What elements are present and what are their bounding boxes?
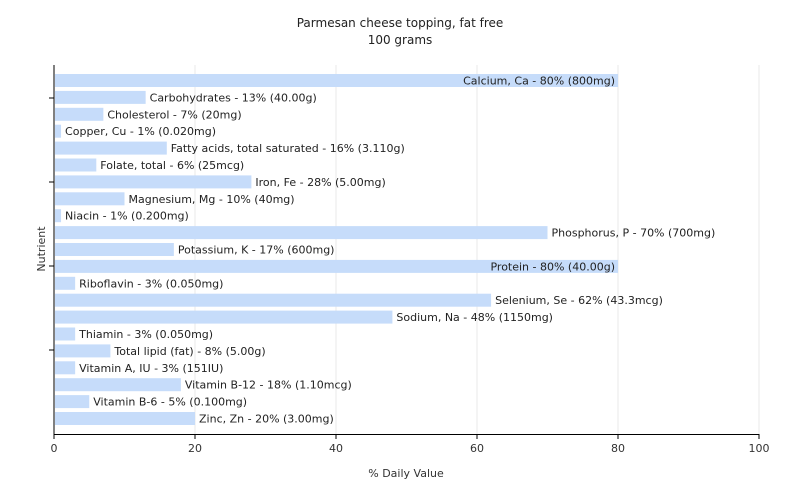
x-tick-label: 20 [188, 442, 202, 455]
chart-subtitle: 100 grams [368, 33, 433, 47]
bar-label: Calcium, Ca - 80% (800mg) [463, 75, 615, 88]
bar-label: Folate, total - 6% (25mcg) [100, 159, 244, 172]
bar [55, 310, 393, 324]
bar-label: Iron, Fe - 28% (5.00mg) [255, 176, 385, 189]
bar [55, 243, 174, 256]
bar [55, 209, 62, 223]
bar [55, 90, 146, 104]
bar [55, 226, 548, 240]
x-tick-label: 100 [749, 442, 770, 455]
bar [55, 361, 76, 375]
bar [55, 158, 97, 172]
bar-label: Phosphorus, P - 70% (700mg) [552, 227, 716, 240]
x-axis-label: % Daily Value [368, 467, 444, 480]
bar [55, 276, 76, 290]
x-tick-label: 80 [611, 442, 625, 455]
bar-label: Zinc, Zn - 20% (3.00mg) [199, 413, 334, 426]
bar-label: Cholesterol - 7% (20mg) [107, 108, 241, 121]
bar [55, 344, 111, 358]
bar [55, 74, 618, 87]
bar-label: Vitamin A, IU - 3% (151IU) [79, 362, 223, 375]
bar-label: Vitamin B-6 - 5% (0.100mg) [93, 396, 247, 409]
bar-label: Selenium, Se - 62% (43.3mcg) [495, 294, 663, 307]
bar [55, 259, 618, 273]
bar-label: Total lipid (fat) - 8% (5.00g) [113, 345, 265, 358]
y-axis-label: Nutrient [35, 226, 48, 272]
chart-title: Parmesan cheese topping, fat free [297, 16, 504, 30]
bar [55, 141, 167, 155]
x-tick-labels: 0 20 40 60 80 100 [51, 434, 770, 455]
bar [55, 124, 62, 138]
bar [55, 327, 76, 341]
bar [55, 175, 252, 189]
bar-label: Niacin - 1% (0.200mg) [65, 210, 189, 223]
bar [55, 395, 90, 409]
bar-label: Magnesium, Mg - 10% (40mg) [129, 193, 295, 206]
bars: Calcium, Ca - 80% (800mg) Carbohydrates -… [55, 74, 715, 426]
bar-label: Sodium, Na - 48% (1150mg) [396, 311, 553, 324]
bar [55, 412, 195, 425]
bar-label: Carbohydrates - 13% (40.00g) [150, 91, 317, 104]
bar [55, 192, 125, 206]
bar-label: Vitamin B-12 - 18% (1.10mcg) [185, 379, 352, 392]
x-tick-label: 40 [329, 442, 343, 455]
bar [55, 378, 181, 392]
x-tick-label: 60 [470, 442, 484, 455]
bar-label: Potassium, K - 17% (600mg) [178, 244, 335, 257]
bar-label: Protein - 80% (40.00g) [490, 260, 615, 273]
axes [49, 65, 759, 435]
bar-label: Riboflavin - 3% (0.050mg) [79, 277, 223, 290]
bar-label: Thiamin - 3% (0.050mg) [78, 328, 213, 341]
bar [55, 293, 492, 307]
bar-label: Fatty acids, total saturated - 16% (3.11… [171, 142, 405, 155]
bar-label: Copper, Cu - 1% (0.020mg) [65, 125, 216, 138]
bar [55, 107, 104, 121]
gridlines [194, 65, 760, 434]
x-tick-label: 0 [51, 442, 58, 455]
